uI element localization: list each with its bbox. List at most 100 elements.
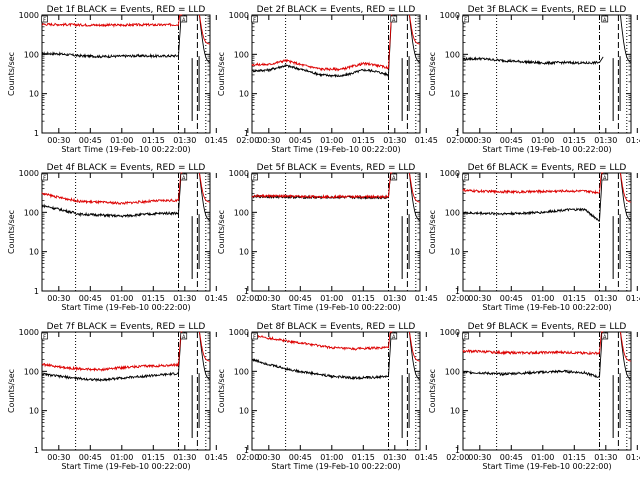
x-tick-label: 01:45 (626, 453, 640, 462)
x-tick-label: 02:00 (446, 294, 469, 303)
y-tick-label: 1 (244, 446, 249, 455)
chart-1: Det 1f BLACK = Events, RED = LLD 1 10 100 10… (7, 5, 259, 154)
attenuator-marker (251, 15, 258, 23)
x-tick-label: 01:45 (205, 453, 228, 462)
attenuator-marker (601, 15, 609, 23)
x-tick-label: 01:15 (142, 453, 165, 462)
attenuator-marker (180, 15, 188, 23)
y-axis-label: Counts/sec (428, 210, 437, 254)
chart-7: Det 7f BLACK = Events, RED = LLD11010010… (7, 322, 259, 471)
x-tick-label: 02:00 (236, 294, 259, 303)
y-axis-label: Counts/sec (217, 210, 226, 254)
series-line-tail-1 (620, 332, 632, 380)
y-axis-label: Counts/sec (217, 52, 226, 96)
x-tick-label: 01:15 (142, 294, 165, 303)
y-tick-label: 1 (455, 287, 460, 296)
y-tick-label: 100 (234, 50, 249, 59)
x-axis-label: Start Time (19-Feb-10 00:22:00) (271, 145, 400, 154)
y-tick-label: 100 (24, 50, 39, 59)
series-line-1 (462, 172, 604, 222)
x-tick-label: 00:30 (47, 453, 70, 462)
y-tick-label: 10 (450, 407, 460, 416)
x-tick-label: 00:30 (257, 453, 280, 462)
y-tick-label: 1 (244, 287, 249, 296)
series-line-2 (41, 14, 183, 28)
y-tick-label: 1000 (19, 328, 39, 337)
y-tick-label: 10 (450, 90, 460, 99)
x-axis-label: Start Time (19-Feb-10 00:22:00) (61, 303, 190, 312)
x-tick-label: 01:45 (415, 453, 438, 462)
attenuator-marker (180, 173, 188, 181)
x-axis-label: Start Time (19-Feb-10 00:22:00) (482, 303, 611, 312)
series-line-2 (462, 331, 604, 356)
attenuator-marker-label: A (603, 18, 607, 24)
x-tick-label: 01:15 (352, 136, 375, 145)
chart-2: Det 2f BLACK = Events, RED = LLD11010010… (217, 5, 469, 154)
y-tick-label: 1000 (229, 328, 249, 337)
series-line-2 (251, 331, 393, 351)
plot-frame (462, 14, 632, 134)
attenuator-marker (41, 332, 48, 340)
series-line-tail-2 (620, 331, 632, 362)
x-tick-label: 01:00 (531, 136, 554, 145)
attenuator-marker-label: F (464, 18, 467, 24)
plot-frame (251, 331, 421, 451)
y-tick-label: 1 (34, 129, 39, 138)
x-tick-label: 01:00 (320, 453, 343, 462)
attenuator-marker (462, 15, 469, 23)
chart-title: Det 6f BLACK = Events, RED = LLD (468, 163, 627, 173)
series-line-tail-2 (409, 172, 421, 203)
x-tick-label: 01:45 (205, 294, 228, 303)
attenuator-marker-label: A (182, 176, 186, 182)
x-tick-label: 01:15 (352, 294, 375, 303)
attenuator-marker-label: F (43, 176, 46, 182)
x-tick-label: 01:30 (594, 294, 617, 303)
x-tick-label: 01:00 (531, 453, 554, 462)
attenuator-marker-label: F (43, 18, 46, 24)
attenuator-marker-label: F (253, 176, 256, 182)
series-line-tail-1 (199, 15, 211, 63)
x-tick-label: 00:45 (79, 294, 102, 303)
series-line-tail-2 (620, 172, 632, 203)
attenuator-marker-label: F (253, 18, 256, 24)
y-axis-label: Counts/sec (7, 210, 16, 254)
x-tick-label: 01:30 (594, 136, 617, 145)
x-tick-label: 00:30 (468, 453, 491, 462)
attenuator-marker-label: A (392, 176, 396, 182)
y-tick-label: 10 (239, 90, 249, 99)
y-tick-label: 100 (234, 367, 249, 376)
y-axis-label: Counts/sec (7, 369, 16, 413)
x-tick-label: 00:45 (500, 136, 523, 145)
x-tick-label: 00:45 (289, 453, 312, 462)
x-tick-label: 01:45 (626, 136, 640, 145)
attenuator-marker-label: A (392, 335, 396, 341)
series-line-tail-1 (199, 332, 211, 380)
x-tick-label: 01:30 (594, 453, 617, 462)
y-tick-label: 1 (455, 129, 460, 138)
chart-title: Det 4f BLACK = Events, RED = LLD (47, 163, 206, 173)
x-tick-label: 02:00 (446, 136, 469, 145)
series-line-1 (251, 14, 393, 79)
attenuator-marker (41, 15, 48, 23)
x-axis-label: Start Time (19-Feb-10 00:22:00) (482, 145, 611, 154)
x-tick-label: 01:00 (110, 136, 133, 145)
x-tick-label: 01:30 (383, 294, 406, 303)
series-line-2 (41, 331, 183, 372)
chart-title: Det 1f BLACK = Events, RED = LLD (47, 5, 206, 15)
chart-title: Det 3f BLACK = Events, RED = LLD (468, 5, 627, 15)
series-line-tail-1 (620, 173, 632, 221)
y-tick-label: 100 (445, 367, 460, 376)
x-axis-label: Start Time (19-Feb-10 00:22:00) (271, 462, 400, 471)
series-line-1 (41, 331, 183, 383)
attenuator-marker (251, 332, 258, 340)
x-tick-label: 01:15 (563, 294, 586, 303)
chart-5: Det 5f BLACK = Events, RED = LLD11010010… (217, 163, 469, 312)
series-line-tail-1 (409, 173, 421, 221)
attenuator-marker (390, 15, 398, 23)
x-tick-label: 01:15 (563, 453, 586, 462)
series-line-tail-1 (620, 15, 632, 63)
attenuator-marker-label: A (182, 18, 186, 24)
x-tick-label: 00:45 (289, 136, 312, 145)
plot-frame (251, 172, 421, 292)
